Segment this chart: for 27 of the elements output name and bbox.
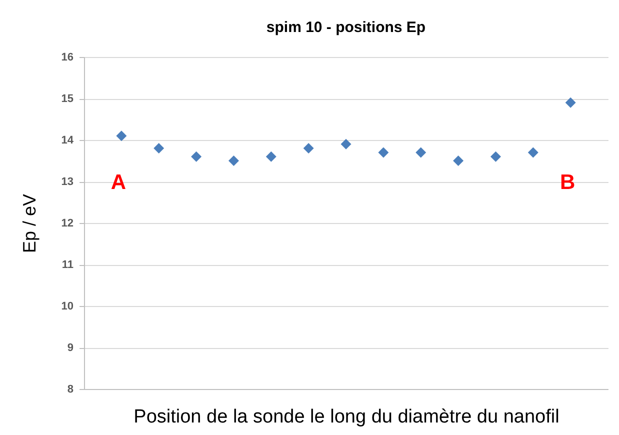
point xyxy=(528,147,538,158)
x-axis-title: Position de la sonde le long du diamètre du nanofil xyxy=(134,406,560,428)
point xyxy=(116,130,127,142)
y-tick-label: 11 xyxy=(62,259,74,271)
point xyxy=(565,97,576,108)
point xyxy=(154,143,164,154)
y-axis-title: Ep / eV xyxy=(19,194,40,254)
annotation: A xyxy=(110,171,126,194)
point xyxy=(266,151,276,162)
y-tick-label: 13 xyxy=(61,176,74,188)
chart-title: spim 10 - positions Ep xyxy=(266,19,426,36)
y-tick-label: 15 xyxy=(61,93,74,105)
y-tick-label: 8 xyxy=(67,384,74,396)
point xyxy=(453,156,464,166)
point xyxy=(490,151,501,162)
point xyxy=(378,147,389,158)
point xyxy=(416,147,426,158)
y-tick-label: 9 xyxy=(67,342,74,354)
point xyxy=(340,138,352,150)
annotation: B xyxy=(560,171,576,194)
point xyxy=(191,151,202,162)
point xyxy=(228,156,239,166)
y-tick-label: 14 xyxy=(61,134,74,146)
point xyxy=(303,143,314,154)
y-tick-label: 12 xyxy=(61,218,74,230)
y-tick-label: 10 xyxy=(61,300,74,312)
y-tick-label: 16 xyxy=(61,52,74,64)
